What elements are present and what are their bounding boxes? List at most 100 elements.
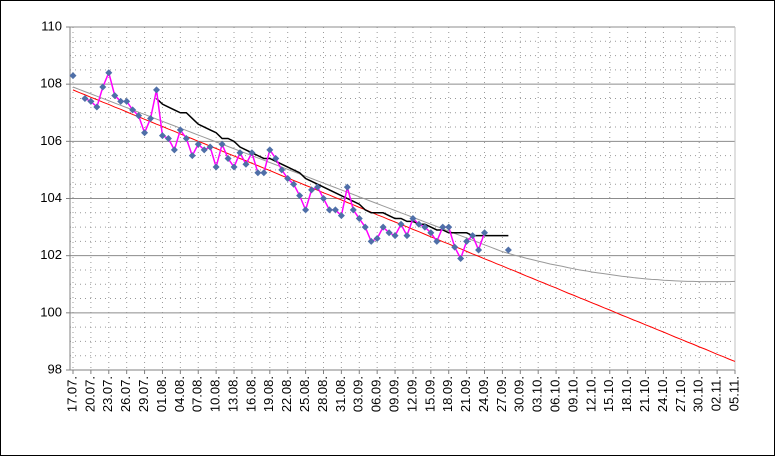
data-point (236, 149, 244, 157)
data-point (325, 206, 333, 214)
x-tick-label: 09.10. (565, 376, 580, 412)
data-point (69, 72, 77, 80)
x-tick-label: 06.09. (369, 376, 384, 412)
data-point (355, 215, 363, 223)
x-tick-label: 30.09. (512, 376, 527, 412)
x-tick-label: 03.10. (530, 376, 545, 412)
x-tick-label: 09.09. (386, 376, 401, 412)
data-point (224, 154, 232, 162)
data-point (278, 166, 286, 174)
data-point (141, 129, 149, 137)
x-tick-label: 28.08. (315, 376, 330, 412)
data-point (206, 143, 214, 151)
data-point (81, 94, 89, 102)
series-line (72, 89, 736, 362)
y-tick-label: 106 (40, 133, 62, 148)
data-point (409, 215, 417, 223)
data-point (451, 243, 459, 251)
data-point (337, 212, 345, 220)
data-point (117, 97, 125, 105)
x-tick-label: 16.08. (243, 376, 258, 412)
data-point (230, 163, 238, 171)
data-point (481, 229, 489, 237)
data-point (272, 154, 280, 162)
data-point (147, 114, 155, 122)
data-point (164, 134, 172, 142)
y-tick-label: 100 (40, 304, 62, 319)
y-tick-label: 102 (40, 247, 62, 262)
data-point (212, 163, 220, 171)
data-point (99, 83, 107, 91)
data-point (290, 180, 298, 188)
x-tick-label: 07.08. (190, 376, 205, 412)
x-tick-label: 13.08. (225, 376, 240, 412)
data-point (457, 255, 465, 263)
x-tick-label: 24.10. (655, 376, 670, 412)
x-tick-label: 04.08. (172, 376, 187, 412)
x-tick-label: 01.08. (154, 376, 169, 412)
x-tick-label: 23.07. (100, 376, 115, 412)
data-point (391, 232, 399, 240)
x-tick-label: 19.08. (261, 376, 276, 412)
data-point (314, 183, 322, 191)
x-tick-label: 05.11. (726, 376, 741, 411)
data-point (475, 246, 483, 254)
data-point (129, 106, 137, 114)
data-point (218, 140, 226, 148)
data-point (284, 174, 292, 182)
data-point (367, 237, 375, 245)
data-point (397, 220, 405, 228)
data-point (123, 97, 131, 105)
data-point (504, 246, 512, 254)
x-tick-label: 03.09. (351, 376, 366, 412)
data-point (296, 192, 304, 200)
x-tick-label: 22.08. (279, 376, 294, 412)
data-point (469, 232, 477, 240)
data-point (158, 132, 166, 140)
x-tick-label: 15.10. (601, 376, 616, 412)
x-tick-label: 31.08. (333, 376, 348, 412)
data-point (349, 206, 357, 214)
x-tick-label: 21.09. (458, 376, 473, 412)
y-tick-label: 98 (48, 361, 62, 376)
x-tick-label: 06.10. (548, 376, 563, 412)
x-tick-label: 18.10. (619, 376, 634, 412)
data-point (373, 235, 381, 243)
series-line (155, 97, 509, 237)
x-tick-label: 29.07. (136, 376, 151, 412)
data-point (403, 232, 411, 240)
x-tick-label: 24.09. (476, 376, 491, 412)
x-tick-label: 10.08. (208, 376, 223, 412)
data-point (427, 229, 435, 237)
x-tick-label: 12.09. (404, 376, 419, 412)
series-line (72, 86, 736, 283)
data-point (93, 103, 101, 111)
data-point (343, 183, 351, 191)
data-point (421, 223, 429, 231)
data-point (331, 206, 339, 214)
data-point (152, 86, 160, 94)
x-tick-label: 26.07. (118, 376, 133, 412)
data-point (176, 126, 184, 134)
x-tick-label: 21.10. (637, 376, 652, 412)
y-tick-label: 110 (41, 18, 62, 33)
data-point (254, 169, 262, 177)
data-point (182, 134, 190, 142)
x-tick-label: 27.10. (673, 376, 688, 412)
data-point (445, 223, 453, 231)
x-tick-label: 02.11. (709, 376, 724, 411)
data-point (248, 149, 256, 157)
x-tick-label: 25.08. (297, 376, 312, 412)
x-tick-label: 15.09. (422, 376, 437, 412)
data-point (415, 220, 423, 228)
data-point (111, 92, 119, 100)
x-tick-label: 18.09. (440, 376, 455, 412)
data-point (266, 146, 274, 154)
data-point (463, 237, 471, 245)
data-point (188, 152, 196, 160)
data-point (379, 223, 387, 231)
x-tick-label: 27.09. (494, 376, 509, 412)
data-point (439, 223, 447, 231)
x-tick-label: 30.10. (691, 376, 706, 412)
